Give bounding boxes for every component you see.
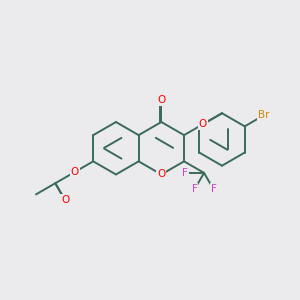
Text: F: F bbox=[182, 168, 188, 178]
Text: Br: Br bbox=[258, 110, 270, 120]
Text: O: O bbox=[157, 95, 166, 105]
Text: O: O bbox=[61, 195, 69, 205]
Text: O: O bbox=[70, 167, 79, 177]
Text: F: F bbox=[211, 184, 216, 194]
Text: F: F bbox=[192, 184, 197, 194]
Text: O: O bbox=[157, 169, 166, 179]
Text: O: O bbox=[199, 119, 207, 129]
